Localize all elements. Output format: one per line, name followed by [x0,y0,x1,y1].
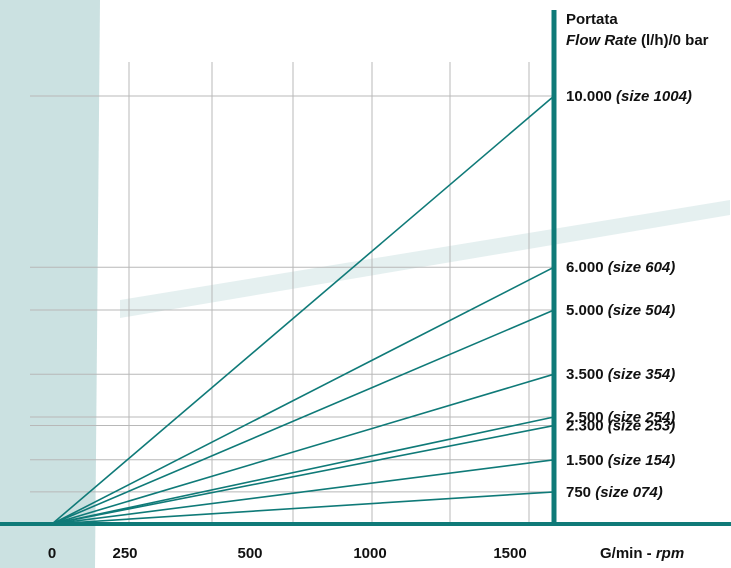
series-line-5000 [51,309,555,525]
texture-band [0,0,100,568]
series-value: 3.500 [566,366,608,383]
series-line-10000 [51,95,555,525]
series-value: 2.500 [566,409,608,426]
x-tick-label: 1000 [353,545,386,562]
series-label: 6.000 (size 604) [566,259,675,276]
series-line-1500 [51,459,555,525]
title-flow-rate-italic: Flow Rate [566,32,637,49]
series-label: 2.300 (size 253) [566,418,675,435]
series-size: (size 154) [608,452,676,469]
title-units: (l/h)/0 bar [637,32,709,49]
series-size: (size 1004) [616,88,692,105]
series-value: 2.300 [566,418,608,435]
series-labels: 10.000 (size 1004) 6.000 (size 604) 5.000 … [566,88,692,501]
title-line1: Portata [566,11,618,28]
grid-lines [30,62,554,524]
x-tick-label: 250 [112,545,137,562]
series-size: (size 253) [608,418,676,435]
texture-streak [120,200,730,318]
series-size: (size 254) [608,409,676,426]
series-line-3500 [51,373,555,525]
x-axis-label: G/min - rpm [600,545,684,562]
series-lines [51,95,555,525]
series-size: (size 354) [608,366,676,383]
series-size: (size 604) [608,259,676,276]
series-value: 5.000 [566,302,608,319]
series-label: 5.000 (size 504) [566,302,675,319]
x-tick-label: 1500 [493,545,526,562]
series-line-2500 [51,416,555,525]
x-tick-label: 0 [48,545,56,562]
series-size: (size 074) [595,484,663,501]
series-value: 1.500 [566,452,608,469]
x-tick-labels: 0 250 500 1000 1500 [48,545,527,562]
series-line-2300 [51,424,555,525]
series-label: 1.500 (size 154) [566,452,675,469]
x-axis-label-rpm: rpm [656,545,684,562]
series-label: 750 (size 074) [566,484,663,501]
series-size: (size 504) [608,302,676,319]
series-value: 750 [566,484,595,501]
x-tick-label: 500 [237,545,262,562]
series-line-750 [51,491,555,525]
axes [0,10,731,526]
series-line-6000 [51,266,555,525]
series-label: 3.500 (size 354) [566,366,675,383]
title-line2: Flow Rate (l/h)/0 bar [566,32,709,49]
series-value: 10.000 [566,88,616,105]
series-label: 2.500 (size 254) [566,409,675,426]
x-axis-label-main: G/min - [600,545,656,562]
series-value: 6.000 [566,259,608,276]
series-label: 10.000 (size 1004) [566,88,692,105]
